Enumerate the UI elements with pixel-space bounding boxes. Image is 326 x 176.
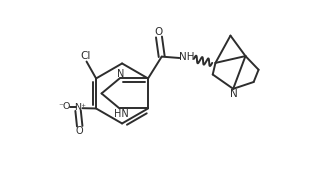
Text: NH: NH [179,52,194,62]
Text: O: O [76,126,83,136]
Text: O: O [155,27,163,37]
Text: Cl: Cl [80,51,90,61]
Text: N: N [230,89,238,99]
Text: ⁻O: ⁻O [59,102,71,111]
Text: HN: HN [114,109,129,120]
Text: N: N [117,69,125,79]
Text: N⁺: N⁺ [74,103,86,112]
